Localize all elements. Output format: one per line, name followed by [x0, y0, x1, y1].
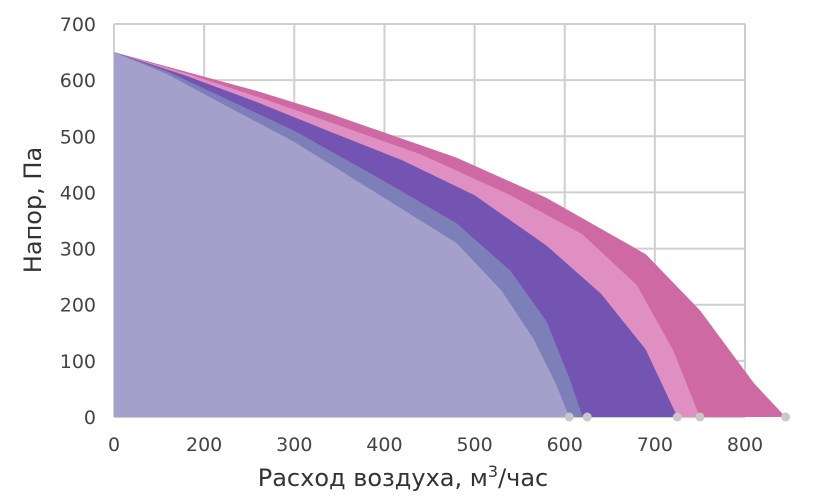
x-axis-ticks: 0 200 300 400 500 600 700 800: [108, 434, 763, 456]
x-tick-label: 400: [366, 434, 402, 456]
y-tick-label: 500: [60, 126, 96, 148]
x-intercept-markers: [564, 412, 791, 422]
y-axis-title: Напор, Па: [19, 147, 47, 273]
x-tick-label: 200: [186, 434, 222, 456]
x-tick-label: 800: [727, 434, 763, 456]
area-series: [114, 52, 786, 417]
x-axis-title-main: Расход воздуха, м: [258, 464, 488, 492]
x-intercept-marker: [781, 412, 791, 422]
x-axis-title: Расход воздуха, м3/час: [258, 462, 549, 492]
x-tick-label: 700: [637, 434, 673, 456]
x-tick-label: 600: [547, 434, 583, 456]
x-tick-label: 0: [108, 434, 120, 456]
x-tick-label: 500: [456, 434, 492, 456]
y-tick-label: 200: [60, 295, 96, 317]
y-tick-label: 300: [60, 239, 96, 261]
y-tick-label: 400: [60, 182, 96, 204]
y-axis-ticks: 0 100 200 300 400 500 600 700: [60, 14, 96, 429]
x-intercept-marker: [564, 412, 574, 422]
y-tick-label: 100: [60, 351, 96, 373]
area-lavender: [114, 52, 570, 417]
y-tick-label: 0: [84, 407, 96, 429]
x-tick-label: 300: [276, 434, 312, 456]
x-axis-title-superscript: 3: [488, 462, 498, 481]
x-axis-title-suffix: /час: [498, 464, 548, 492]
x-intercept-marker: [582, 412, 592, 422]
x-intercept-marker: [695, 412, 705, 422]
x-intercept-marker: [672, 412, 682, 422]
y-tick-label: 600: [60, 70, 96, 92]
y-tick-label: 700: [60, 14, 96, 36]
